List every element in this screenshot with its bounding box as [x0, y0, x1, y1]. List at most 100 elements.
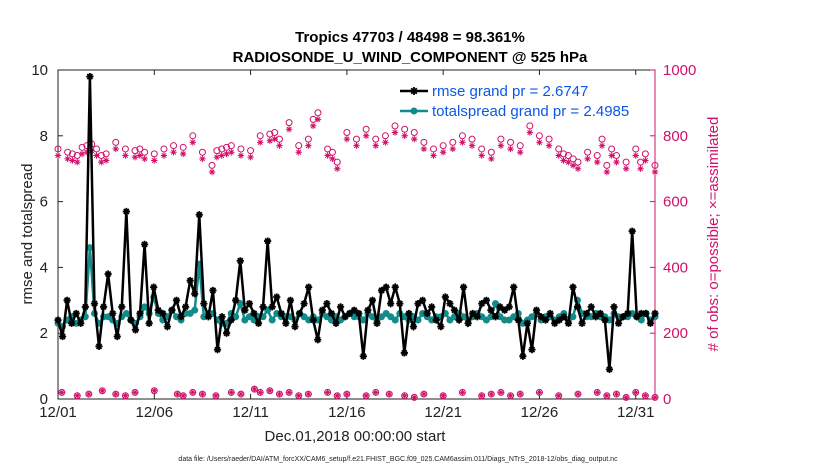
obs-assimilated-marker [83, 149, 91, 156]
obs-assimilated-marker [309, 122, 317, 130]
rmse-point [624, 309, 632, 318]
legend-rmse-label: rmse grand pr = 2.6747 [432, 83, 588, 100]
rmse-point [318, 306, 326, 314]
obs-assimilated-marker [468, 142, 476, 149]
rmse-point [491, 313, 500, 321]
rmse-point [628, 227, 636, 235]
obs-assimilated-marker-low [174, 390, 181, 398]
obs-assimilated-marker-low [439, 392, 447, 399]
obs-assimilated-marker [343, 135, 351, 143]
obs-possible-marker [112, 138, 120, 146]
totalspread-point [482, 316, 490, 324]
obs-assimilated-marker [122, 152, 129, 159]
rmse-point [642, 309, 650, 318]
obs-assimilated-marker-low [199, 390, 206, 398]
rmse-point [469, 309, 477, 318]
obs-possible-marker [78, 143, 86, 151]
rmse-point [482, 296, 490, 304]
obs-assimilated-marker [565, 158, 572, 166]
obs-assimilated-marker [112, 145, 119, 153]
obs-assimilated-marker-low [276, 390, 283, 398]
obs-assimilated-marker [189, 139, 197, 146]
rmse-point [95, 342, 103, 350]
obs-assimilated-marker-low [651, 394, 659, 401]
obs-assimilated-marker-low [334, 392, 341, 399]
obs-possible-marker [507, 138, 515, 146]
obs-possible-marker [54, 145, 62, 153]
obs-possible-marker [150, 150, 158, 158]
rmse-point [542, 316, 550, 324]
obs-assimilated-marker-low [85, 390, 93, 398]
obs-possible-marker [227, 142, 235, 150]
rmse-point [450, 306, 459, 314]
rmse-point [282, 319, 290, 327]
rmse-point [400, 349, 408, 357]
rmse-point [528, 346, 536, 354]
obs-possible-marker [324, 145, 332, 153]
obs-possible-marker [64, 148, 72, 156]
rmse-point [245, 299, 254, 308]
obs-assimilated-marker-low [574, 390, 582, 398]
rmse-point [58, 332, 67, 341]
rmse-point [359, 352, 367, 360]
obs-assimilated-marker [545, 142, 553, 149]
obs-assimilated-marker [637, 165, 644, 172]
rmse-point [223, 329, 231, 337]
obs-assimilated-marker [223, 150, 230, 158]
obs-possible-marker [603, 161, 611, 169]
obs-assimilated-marker-low [305, 390, 312, 398]
y2-tick-label: 200 [663, 325, 688, 342]
rmse-point [523, 319, 531, 327]
rmse-point [77, 319, 85, 327]
obs-possible-marker [593, 152, 601, 160]
obs-possible-marker [632, 145, 640, 153]
rmse-point [510, 283, 518, 291]
obs-possible-marker [612, 152, 620, 160]
obs-possible-marker [343, 129, 351, 137]
rmse-point [564, 319, 573, 327]
obs-assimilated-marker [285, 126, 293, 133]
rmse-point [254, 319, 263, 327]
obs-assimilated-marker [382, 139, 389, 146]
rmse-point [186, 276, 194, 285]
obs-possible-marker [160, 145, 168, 153]
rmse-point [382, 283, 390, 291]
rmse-point [86, 72, 94, 81]
obs-assimilated-marker-low [343, 390, 351, 398]
obs-assimilated-marker [622, 165, 630, 172]
obs-assimilated-marker [93, 152, 100, 159]
data-file-footnote: data file: /Users/raeder/DAI/ATM_forcXX/… [178, 456, 618, 463]
obs-assimilated-marker-low [228, 389, 235, 396]
obs-assimilated-marker-low [603, 392, 611, 399]
legend-totalspread-label: totalspread grand pr = 2.4985 [432, 103, 629, 120]
y2-tick-label: 400 [663, 259, 688, 276]
rmse-point [387, 299, 395, 308]
rmse-point [405, 309, 413, 318]
rmse-point [514, 316, 522, 324]
x-tick-label: 12/31 [617, 404, 655, 421]
totalspread-point [505, 316, 513, 324]
obs-assimilated-marker [271, 135, 278, 143]
obs-assimilated-marker [584, 155, 591, 163]
rmse-point [218, 313, 226, 321]
obs-assimilated-marker [420, 145, 428, 153]
rmse-point [323, 299, 331, 308]
obs-assimilated-marker [324, 152, 331, 159]
obs-assimilated-marker [488, 155, 495, 163]
rmse-point [209, 286, 217, 295]
obs-assimilated-marker-low [632, 389, 639, 396]
obs-assimilated-marker [516, 149, 524, 156]
rmse-point [551, 319, 559, 327]
obs-assimilated-marker [64, 155, 71, 163]
totalspread-point [569, 313, 577, 321]
obs-possible-marker [555, 145, 563, 153]
obs-possible-marker [478, 145, 486, 153]
rmse-point [159, 309, 167, 318]
rmse-point [268, 303, 276, 311]
obs-assimilated-marker [199, 155, 206, 163]
rmse-point [154, 306, 162, 314]
obs-possible-marker [353, 135, 360, 143]
rmse-point [610, 303, 618, 311]
obs-assimilated-marker [594, 158, 601, 166]
